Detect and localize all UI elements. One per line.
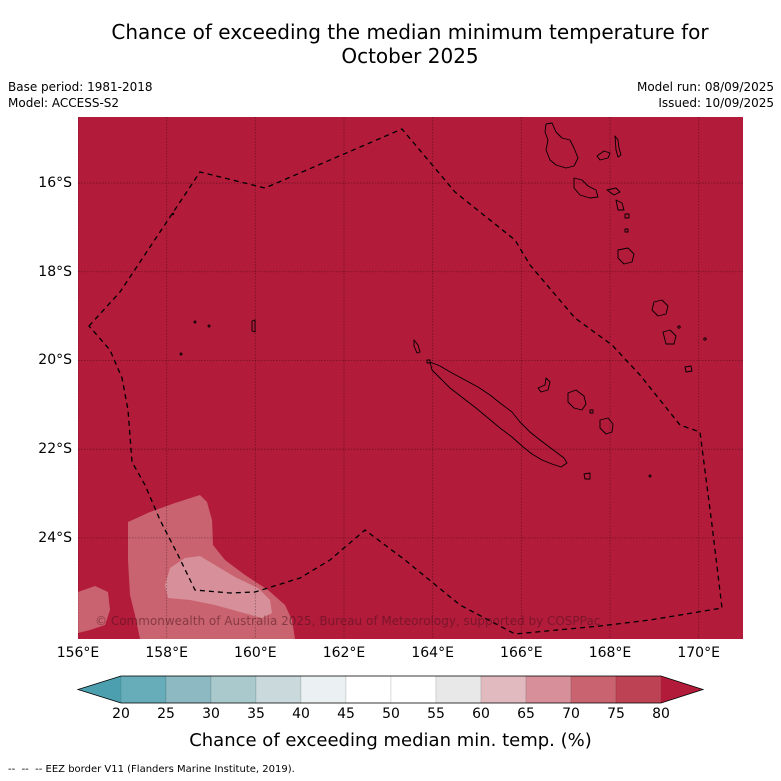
latitude-tick-label: 20°S	[38, 352, 72, 369]
colorbar-swatch	[255, 675, 302, 704]
model-text: Model: ACCESS-S2	[8, 96, 120, 110]
shepherd-islands-coastline	[624, 228, 629, 233]
longitude-tick-label: 170°E	[677, 645, 720, 661]
colorbar-extend-max	[661, 676, 703, 703]
walpole-island	[648, 474, 652, 478]
aneityum-coastline	[684, 365, 693, 373]
colorbar-tick-label: 30	[202, 706, 220, 722]
colorbar-tick-label: 45	[337, 706, 355, 722]
title-line-1: Chance of exceeding the median minimum t…	[111, 20, 709, 44]
colorbar-tick-label: 80	[652, 706, 670, 722]
colorbar-swatch	[570, 675, 617, 704]
model-info-left: Base period: 1981-2018 Model: ACCESS-S2	[8, 79, 153, 111]
longitude-tick-label: 158°E	[145, 645, 188, 661]
latitude-tick-label: 22°S	[38, 441, 72, 458]
belep-islands-coastline	[413, 339, 421, 354]
colorbar-swatch	[525, 675, 572, 704]
latitude-tick-label: 18°S	[38, 263, 72, 280]
model-info-right: Model run: 08/09/2025 Issued: 10/09/2025	[637, 79, 774, 111]
epi-coastline	[615, 199, 625, 211]
colorbar-tick-label: 65	[517, 706, 535, 722]
espiritu-santo-coastline	[544, 122, 579, 169]
base-period-text: Base period: 1981-2018	[8, 80, 153, 94]
issued-text: Issued: 10/09/2025	[658, 96, 774, 110]
ambrym-coastline	[606, 187, 621, 196]
colorbar-extend-min	[78, 676, 121, 703]
isle-of-pines-coastline	[583, 472, 591, 480]
colorbar-swatch	[480, 675, 527, 704]
colorbar-swatch	[390, 675, 437, 704]
chesterfield-islet-3	[179, 352, 183, 356]
colorbar-swatch	[120, 675, 167, 704]
colorbar-tick-label: 35	[247, 706, 265, 722]
colorbar-swatch	[210, 675, 257, 704]
longitude-tick-label: 168°E	[588, 645, 632, 661]
longitude-tick-label: 160°E	[234, 645, 277, 661]
colorbar-tick-label: 50	[382, 706, 400, 722]
tongoa-coastline	[624, 213, 630, 219]
tiga-coastline	[589, 409, 594, 414]
figure-title: Chance of exceeding the median minimum t…	[40, 20, 780, 68]
copyright-watermark: © Commonwealth of Australia 2025, Bureau…	[95, 614, 601, 628]
colorbar-outline	[76, 675, 705, 704]
efate-coastline	[617, 247, 635, 265]
colorbar-swatch	[435, 675, 482, 704]
colorbar-swatch	[165, 675, 212, 704]
eez-border	[88, 128, 723, 635]
longitude-tick-label: 156°E	[56, 645, 100, 661]
ambae-coastline	[596, 150, 611, 161]
title-line-2: October 2025	[341, 44, 479, 68]
probability-region-65-70	[165, 556, 272, 618]
lifou-coastline	[567, 389, 587, 411]
longitude-tick-label: 166°E	[500, 645, 543, 661]
colorbar-tick-label: 55	[427, 706, 445, 722]
colorbar-label: Chance of exceeding median min. temp. (%…	[189, 730, 592, 751]
northern-islet-coastline	[426, 359, 431, 364]
pentecost-coastline	[614, 135, 622, 158]
colorbar-tick-label: 60	[472, 706, 490, 722]
colorbar-tick-label: 25	[157, 706, 175, 722]
probability-region-70-75-edge	[78, 586, 110, 633]
graticule	[78, 117, 743, 639]
ouvea-coastline	[537, 377, 551, 393]
eez-legend-note: -- -- -- EEZ border V11 (Flanders Marine…	[8, 764, 295, 775]
colorbar-swatch	[615, 675, 662, 704]
colorbar-swatch	[345, 675, 392, 704]
map-panel	[78, 117, 743, 639]
chesterfield-islet-2	[207, 324, 211, 328]
colorbar-tick-label: 75	[607, 706, 625, 722]
longitude-tick-label: 164°E	[411, 645, 454, 661]
malakula-coastline	[573, 177, 599, 199]
futuna-island	[703, 337, 707, 341]
colorbar-swatch	[300, 675, 347, 704]
bellona-reef-coastline	[251, 319, 256, 333]
latitude-tick-label: 24°S	[38, 529, 72, 546]
coastlines	[171, 122, 707, 480]
longitude-tick-label: 162°E	[322, 645, 366, 661]
tanna-coastline	[662, 329, 677, 345]
erromango-coastline	[651, 299, 669, 317]
aniwa-island	[677, 325, 681, 329]
colorbar-tick-label: 70	[562, 706, 580, 722]
chesterfield-islet-1	[193, 320, 197, 324]
model-run-text: Model run: 08/09/2025	[636, 80, 774, 94]
mare-coastline	[599, 417, 614, 435]
colorbar-tick-label: 20	[112, 706, 130, 722]
latitude-tick-label: 16°S	[38, 175, 72, 192]
colorbar-tick-label: 40	[292, 706, 310, 722]
colorbar	[76, 675, 705, 704]
grande-terre-coastline	[429, 361, 568, 468]
